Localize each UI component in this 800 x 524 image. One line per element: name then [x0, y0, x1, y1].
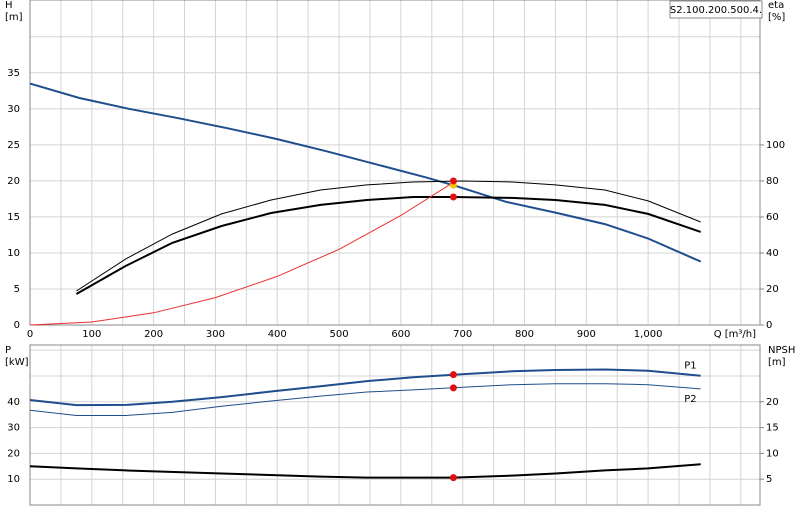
y-tick-label: 20 — [7, 176, 20, 187]
y2-tick-label: 80 — [766, 176, 779, 187]
x-tick-label: 500 — [330, 329, 349, 340]
y2-tick-label: 10 — [766, 448, 779, 459]
x-tick-label: 800 — [515, 329, 534, 340]
y2-tick-label: 20 — [766, 284, 779, 295]
curve — [29, 181, 454, 326]
y2-tick-label: 15 — [766, 423, 779, 434]
x-tick-label: 600 — [391, 329, 410, 340]
y2-tick-label: 0 — [766, 320, 772, 331]
y-tick-label: 30 — [7, 104, 20, 115]
y-tick-label: 10 — [7, 248, 20, 259]
title-box — [669, 0, 763, 19]
x-tick-label: 400 — [268, 329, 287, 340]
x-tick-label: 900 — [577, 329, 596, 340]
curve — [29, 82, 702, 263]
y2-axis-label: NPSH — [768, 345, 795, 356]
y-tick-label: 30 — [7, 423, 20, 434]
y-tick-label: 35 — [7, 68, 20, 79]
x-tick-label: 700 — [453, 329, 472, 340]
legend-label: P2 — [684, 394, 696, 405]
plot-frame — [29, 344, 761, 506]
curve — [29, 463, 701, 479]
duty-point — [449, 384, 457, 392]
y2-tick-label: 40 — [766, 248, 779, 259]
y-tick-label: 10 — [7, 474, 20, 485]
duty-point — [449, 474, 457, 482]
y2-tick-label: 100 — [766, 140, 785, 151]
y-axis-label: [m] — [5, 12, 23, 23]
y-tick-label: 40 — [7, 397, 20, 408]
y-tick-label: 0 — [14, 320, 20, 331]
duty-point — [449, 193, 457, 201]
y-axis-label: H — [5, 0, 13, 11]
x-axis-label: Q [m³/h] — [714, 329, 756, 340]
duty-point — [449, 177, 457, 185]
x-tick-label: 300 — [206, 329, 225, 340]
y2-tick-label: 60 — [766, 212, 779, 223]
y2-tick-label: 20 — [766, 397, 779, 408]
y-tick-label: 20 — [7, 448, 20, 459]
chart-title: S2.100.200.500.4. — [670, 5, 762, 16]
y-tick-label: 5 — [14, 284, 20, 295]
y2-tick-label: 5 — [766, 474, 772, 485]
legend-label: P1 — [684, 361, 696, 372]
y2-axis-label: [m] — [768, 357, 786, 368]
duty-point — [449, 371, 457, 379]
y2-axis-label: eta — [768, 0, 784, 11]
y-axis-label: [kW] — [5, 357, 29, 368]
y2-axis-label: [%] — [768, 12, 785, 23]
x-tick-label: 1,000 — [634, 329, 663, 340]
plot-frame — [29, 0, 761, 326]
y-tick-label: 25 — [7, 140, 20, 151]
x-tick-label: 200 — [144, 329, 163, 340]
y-tick-label: 15 — [7, 212, 20, 223]
curve — [75, 196, 702, 295]
x-tick-label: 0 — [27, 329, 33, 340]
curve — [76, 180, 701, 292]
curve — [29, 368, 701, 407]
curve — [29, 383, 701, 416]
y-axis-label: P — [5, 345, 11, 356]
x-tick-label: 100 — [82, 329, 101, 340]
